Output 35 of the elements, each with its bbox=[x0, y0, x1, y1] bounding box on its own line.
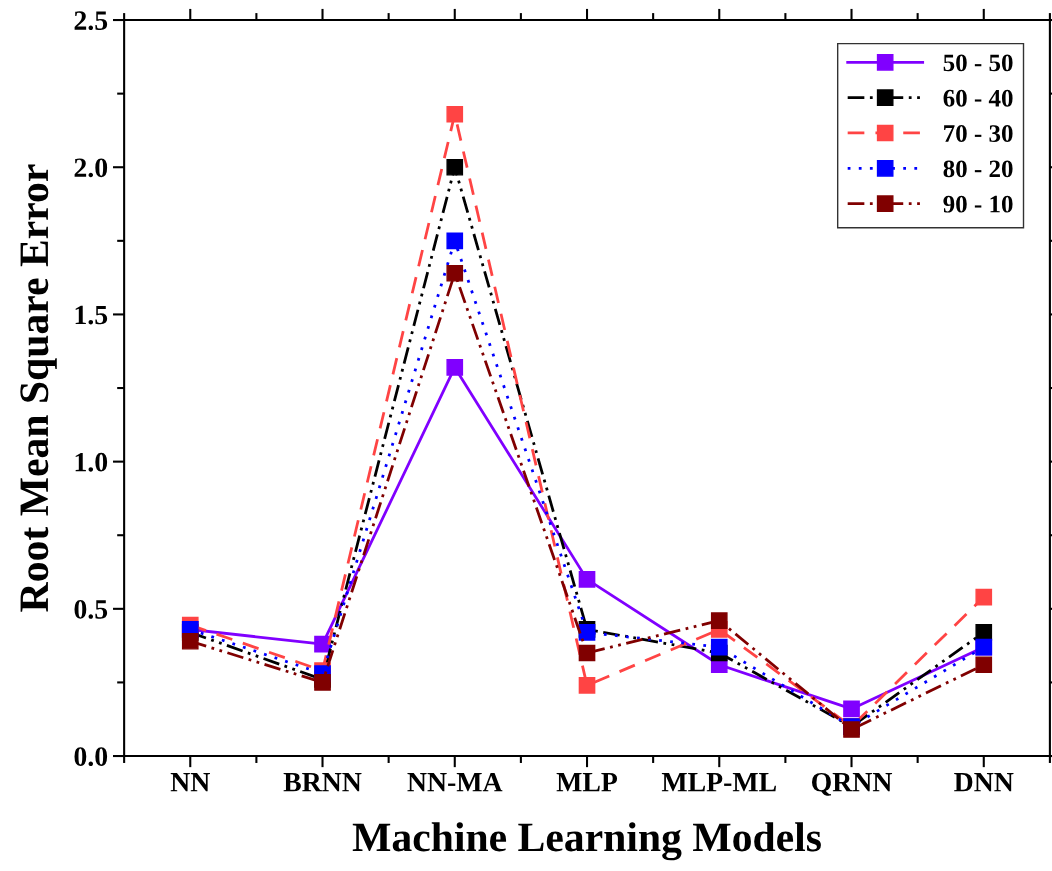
legend-label: 90 - 10 bbox=[943, 195, 1013, 213]
point bbox=[446, 105, 464, 123]
point bbox=[446, 359, 464, 376]
point bbox=[975, 656, 993, 674]
y-axis-title: Root Mean Square Error bbox=[20, 164, 57, 612]
x-tick-label: QRNN bbox=[811, 772, 893, 796]
point bbox=[578, 644, 596, 662]
y-tick-label: 2.5 bbox=[74, 11, 108, 31]
y-tick-label: 0.0 bbox=[74, 747, 108, 767]
x-tick-label: NN-MA bbox=[407, 772, 503, 792]
point bbox=[446, 232, 464, 250]
point bbox=[975, 588, 993, 606]
legend-label: 70 - 30 bbox=[944, 125, 1013, 142]
legend-label: 60 - 40 bbox=[943, 89, 1013, 107]
point bbox=[446, 264, 464, 282]
point bbox=[843, 700, 860, 718]
x-axis-title: Machine Learning Models bbox=[352, 822, 821, 861]
x-tick-label: BRNN bbox=[283, 773, 362, 792]
x-tick-label: NN bbox=[170, 773, 210, 792]
point bbox=[578, 571, 596, 588]
point bbox=[710, 638, 728, 656]
y-tick-label: 1.5 bbox=[75, 305, 108, 325]
point bbox=[578, 677, 596, 694]
point bbox=[446, 158, 464, 176]
x-tick-label: MLP-ML bbox=[661, 773, 776, 792]
y-tick-label: 0.5 bbox=[74, 599, 108, 619]
x-tick-label: DNN bbox=[954, 773, 1014, 792]
legend-label: 50 - 50 bbox=[943, 54, 1013, 72]
y-tick-label: 2.0 bbox=[74, 158, 108, 178]
x-tick-label: MLP bbox=[556, 773, 618, 792]
legend-label: 80 - 20 bbox=[943, 160, 1013, 178]
point bbox=[181, 632, 199, 650]
point bbox=[710, 612, 728, 629]
y-tick-label: 1.0 bbox=[75, 452, 108, 472]
point bbox=[975, 624, 993, 641]
